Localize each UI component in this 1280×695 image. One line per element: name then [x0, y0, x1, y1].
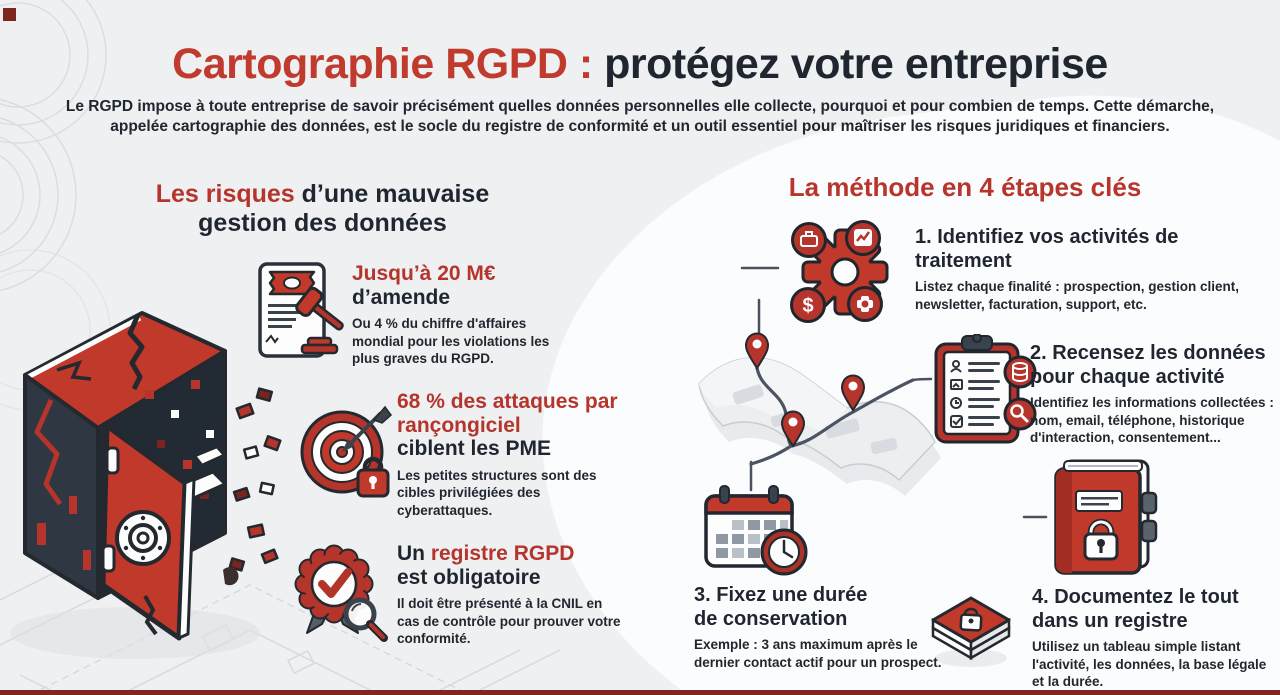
certified-register-badge-icon	[294, 544, 388, 642]
risk-title-accent: 68 % des attaques par rançongiciel	[397, 390, 618, 437]
step-title: 2. Recensez les données pour chaque acti…	[1030, 342, 1266, 388]
step-body: Listez chaque finalité : prospection, ge…	[915, 279, 1240, 312]
risk-item-fine: Jusqu’à 20 M€ d’amende Ou 4 % du chiffre…	[352, 262, 580, 368]
risks-heading-line2: gestion des données	[198, 209, 447, 237]
locked-book-small-icon	[931, 596, 1011, 667]
data-map-pins-illustration	[698, 332, 941, 496]
page-title-accent: Cartographie RGPD :	[172, 40, 593, 88]
risk-body: Ou 4 % du chiffre d'affaires mondial pou…	[352, 316, 550, 367]
page-title-rest: protégez votre entreprise	[592, 40, 1108, 88]
step-title: 3. Fixez une durée de conservation	[694, 584, 868, 630]
risks-heading: Les risques d’une mauvaise gestion des d…	[125, 180, 520, 238]
method-heading: La méthode en 4 étapes clés	[788, 172, 1142, 202]
risk-body: Les petites structures sont des cibles p…	[397, 467, 597, 518]
method-step-4: 4. Documentez le tout dans un registre U…	[1032, 586, 1280, 691]
risk-title-rest: ciblent les PME	[397, 437, 552, 461]
risk-title-rest: d’amende	[352, 285, 451, 309]
method-step-3: 3. Fixez une durée de conservation Exemp…	[694, 584, 964, 671]
risks-heading-accent: Les risques	[155, 180, 295, 208]
risk-title: 68 % des attaques par rançongiciel cible…	[397, 390, 622, 461]
footer-bar	[0, 690, 1280, 695]
step-body: Utilisez un tableau simple listant l'act…	[1032, 639, 1267, 690]
data-checklist-clipboard-icon	[934, 334, 1037, 444]
page-subtitle: Le RGPD impose à toute entreprise de sav…	[65, 98, 1215, 136]
page-title: Cartographie RGPD : protégez votre entre…	[0, 40, 1280, 89]
ransomware-target-padlock-icon	[300, 405, 393, 498]
method-step-2: 2. Recensez les données pour chaque acti…	[1030, 342, 1280, 447]
step-body: Identifiez les informations collectées :…	[1030, 395, 1274, 446]
calendar-clock-icon	[704, 485, 808, 576]
locked-register-book-icon	[1054, 459, 1158, 575]
corner-accent	[3, 8, 16, 21]
risk-title-accent: registre RGPD	[430, 542, 575, 565]
broken-safe-illustration	[10, 311, 282, 659]
process-gears-icon: $	[790, 220, 889, 323]
risk-title: Jusqu’à 20 M€ d’amende	[352, 262, 580, 309]
step-body: Exemple : 3 ans maximum après le dernier…	[694, 637, 942, 670]
map-pin	[745, 332, 865, 448]
risk-title-accent: Jusqu’à 20 M€	[352, 262, 496, 285]
step-title: 4. Documentez le tout dans un registre	[1032, 586, 1239, 632]
risks-heading-rest: d’une mauvaise	[294, 180, 490, 208]
risk-body: Il doit être présenté à la CNIL en cas d…	[397, 596, 621, 647]
method-step-1: 1. Identifiez vos activités de traitemen…	[915, 226, 1270, 313]
risk-title: Un registre RGPD est obligatoire	[397, 542, 622, 589]
risk-title-prefix: Un	[397, 542, 431, 565]
svg-text:$: $	[802, 295, 813, 317]
risk-item-ransomware: 68 % des attaques par rançongiciel cible…	[397, 390, 622, 519]
risk-item-register: Un registre RGPD est obligatoire Il doit…	[397, 542, 622, 648]
risk-title-rest: est obligatoire	[397, 565, 541, 589]
fine-document-gavel-icon	[258, 262, 344, 358]
step-title: 1. Identifiez vos activités de traitemen…	[915, 226, 1179, 272]
